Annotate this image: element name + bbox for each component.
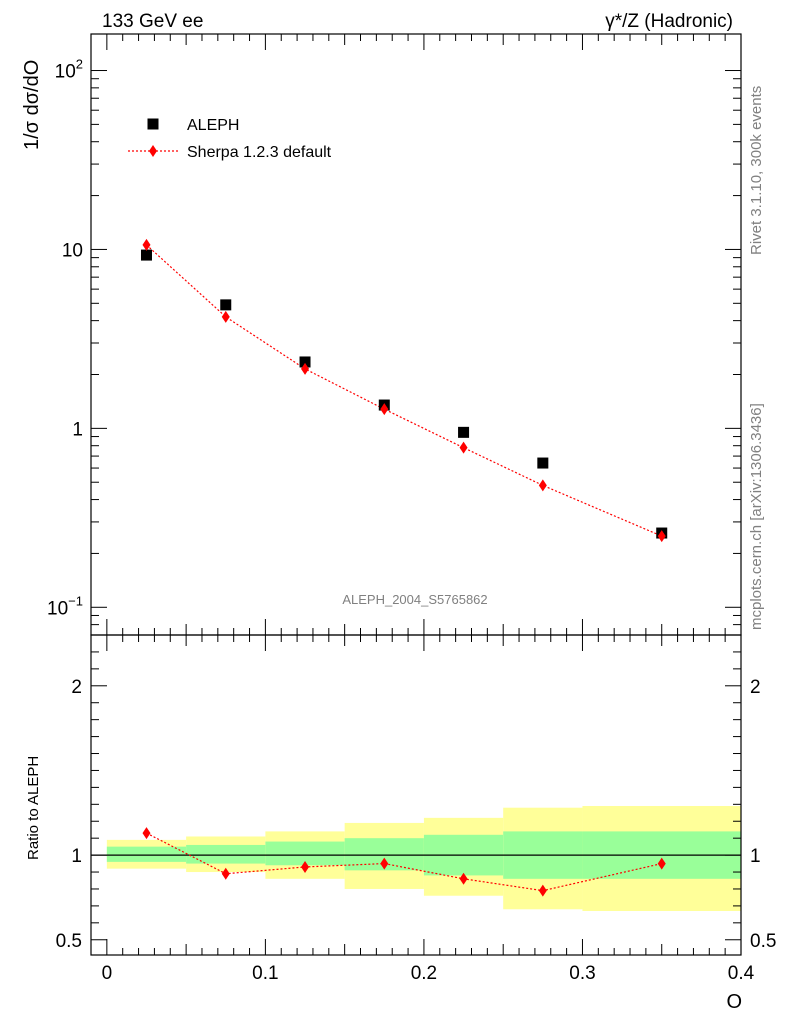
legend-mc-marker	[149, 145, 157, 157]
x-tick-label: 0.4	[728, 963, 755, 984]
ratio-mc-point	[380, 857, 389, 870]
axes: 10−1 1 10 102 0 0.1 0.2 0.3 0.4 0.5 0.5 1 1 2 2	[47, 33, 776, 984]
x-tick-label: 0.3	[569, 963, 595, 984]
ratio-series	[142, 827, 666, 897]
ratio-uncertainty-bands	[106, 806, 741, 911]
ratio-y-tick-label-right: 2	[750, 677, 761, 698]
main-y-axis-label: 1/σ dσ/dO	[21, 60, 43, 150]
x-axis-label: O	[726, 991, 742, 1013]
observable-label: γ*/Z (Hadronic)	[605, 11, 733, 32]
main-y-tick-label: 102	[55, 57, 83, 83]
process-label: 133 GeV ee	[102, 11, 203, 32]
mc-line	[146, 244, 662, 537]
x-tick-label: 0.2	[411, 963, 437, 984]
ratio-mc-point	[459, 872, 468, 885]
legend-mc-label: Sherpa 1.2.3 default	[187, 144, 332, 161]
main-y-tick-label: 10−1	[47, 593, 83, 619]
x-tick-label: 0.1	[252, 963, 278, 984]
mc-point	[657, 530, 666, 543]
mc-point	[459, 441, 468, 454]
mcplots-label: mcplots.cern.ch [arXiv:1306.3436]	[748, 403, 765, 630]
band-inner-2	[265, 841, 345, 866]
ratio-mc-point	[301, 860, 310, 873]
main-y-tick-label: 1	[72, 419, 83, 440]
mc-point	[538, 479, 547, 492]
mc-point	[142, 238, 151, 251]
ratio-y-tick-label-right: 1	[750, 846, 761, 867]
ratio-y-tick-label-right: 0.5	[750, 931, 776, 952]
legend-data-label: ALEPH	[187, 117, 239, 134]
data-point	[299, 356, 311, 368]
band-inner-0	[106, 846, 187, 862]
main-series	[140, 238, 668, 543]
rivet-label: Rivet 3.1.10, 300k events	[748, 86, 765, 255]
ratio-y-tick-label-left: 2	[71, 677, 82, 698]
ratio-frame	[90, 634, 742, 956]
ratio-mc-point	[657, 857, 666, 870]
data-point	[537, 457, 549, 469]
mc-point	[301, 362, 310, 375]
x-tick-label: 0	[102, 963, 113, 984]
ratio-mc-point	[142, 827, 151, 840]
data-point	[140, 249, 152, 261]
ratio-y-tick-label-left: 0.5	[56, 931, 82, 952]
data-point	[220, 299, 232, 311]
main-y-tick-label: 10	[62, 240, 83, 261]
mc-point	[221, 310, 230, 323]
mc-point	[380, 403, 389, 416]
data-point	[458, 426, 470, 438]
legend: ALEPH Sherpa 1.2.3 default	[128, 117, 332, 161]
ratio-mc-point	[538, 884, 547, 897]
ratio-y-tick-label-left: 1	[71, 846, 82, 867]
band-inner-1	[186, 844, 266, 864]
ratio-mc-point	[221, 867, 230, 880]
legend-data-marker	[147, 118, 159, 130]
analysis-watermark: ALEPH_2004_S5765862	[342, 592, 487, 607]
ratio-y-axis-label: Ratio to ALEPH	[25, 756, 42, 860]
